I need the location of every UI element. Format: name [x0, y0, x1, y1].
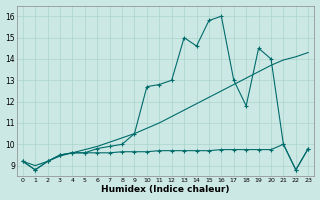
X-axis label: Humidex (Indice chaleur): Humidex (Indice chaleur): [101, 185, 230, 194]
